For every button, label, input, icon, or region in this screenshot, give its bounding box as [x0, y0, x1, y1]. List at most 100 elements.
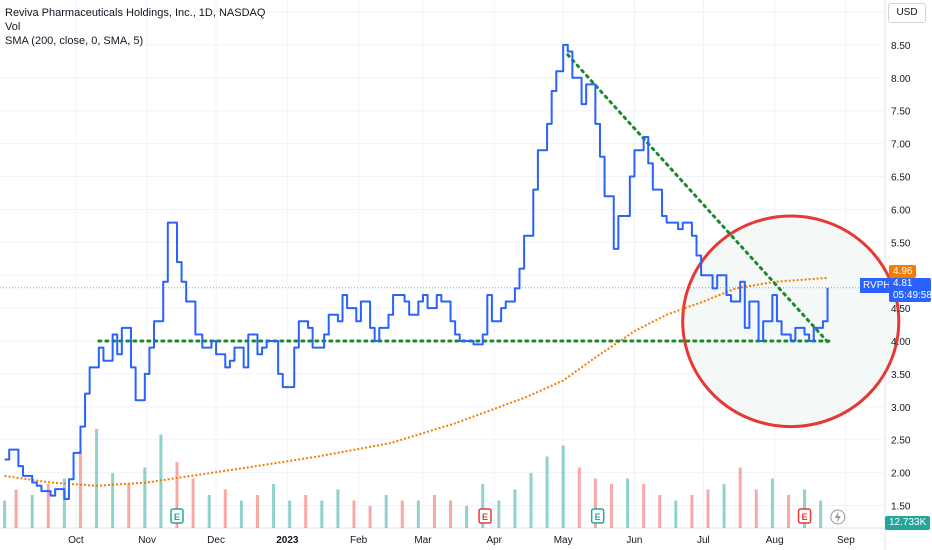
volume-bar — [368, 506, 372, 528]
earnings-marker-label: E — [482, 512, 488, 522]
y-tick-label: 3.50 — [891, 370, 911, 381]
price-axis: 9.008.508.007.507.006.506.005.505.004.50… — [891, 8, 911, 513]
volume-bar — [786, 495, 790, 528]
volume-bar — [62, 478, 66, 528]
volume-bar — [722, 484, 726, 528]
volume-tag: 12.733K — [885, 516, 931, 530]
annotation-circle — [681, 214, 901, 429]
volume-bar — [626, 478, 630, 528]
volume-bar — [658, 495, 662, 528]
volume-bar — [320, 500, 324, 528]
earnings-marker — [170, 508, 184, 524]
volume-bar — [642, 484, 646, 528]
time-axis: Oct Nov Dec 2023 Feb Mar Apr May Jun Jul Aug Sep — [68, 535, 855, 546]
volume-bar — [400, 500, 404, 528]
volume-bar — [336, 489, 340, 528]
y-tick-label: 8.00 — [891, 74, 911, 85]
last-price: 4.81 — [893, 278, 913, 289]
volume-bar — [561, 445, 565, 528]
price-path — [4, 43, 829, 500]
x-tick-label: Nov — [138, 535, 156, 546]
x-tick-label: Dec — [207, 535, 225, 546]
earnings-marker-label: E — [174, 512, 180, 522]
sma-polyline — [4, 276, 828, 487]
volume-bar — [593, 478, 597, 528]
y-tick-label: 1.50 — [891, 502, 911, 513]
x-tick-label: Jul — [697, 535, 710, 546]
volume-bar — [304, 495, 308, 528]
volume-bar — [30, 495, 34, 528]
volume-bar — [78, 451, 82, 528]
sma-label: SMA (200, close, 0, SMA, 5) — [5, 35, 144, 47]
volume-bar — [706, 489, 710, 528]
x-tick-label: Feb — [350, 535, 368, 546]
x-tick-label: May — [554, 535, 573, 546]
earnings-marker — [797, 508, 812, 524]
y-tick-label: 8.50 — [891, 41, 911, 52]
volume-bar — [738, 467, 742, 528]
sma-line — [4, 276, 828, 487]
annotation-circle-layer — [681, 214, 901, 429]
volume-bar — [127, 484, 131, 528]
volume-bar — [481, 484, 485, 528]
volume-bar — [239, 500, 243, 528]
symbol-title: Reviva Pharmaceuticals Holdings, Inc., 1… — [5, 7, 266, 19]
volume-bar — [770, 478, 774, 528]
volume-bar — [272, 484, 276, 528]
trendline — [566, 53, 832, 346]
volume-bar — [143, 467, 147, 528]
earnings-marker — [478, 508, 492, 524]
volume-bar — [577, 467, 581, 528]
x-tick-label: Mar — [414, 535, 432, 546]
volume-bar — [449, 500, 453, 528]
volume-bar — [545, 456, 549, 528]
volume-bar — [111, 473, 115, 528]
volume-bar — [95, 429, 99, 528]
volume-bar — [255, 495, 259, 528]
volume-bar — [674, 500, 678, 528]
earnings-marker — [590, 508, 605, 524]
volume-bar — [175, 462, 179, 528]
volume-bar — [207, 495, 211, 528]
volume-bar — [223, 489, 227, 528]
y-tick-label: 4.50 — [891, 304, 911, 315]
y-tick-label: 6.50 — [891, 173, 911, 184]
volume-bar — [529, 473, 533, 528]
x-tick-label: Aug — [766, 535, 784, 546]
x-tick-label: Sep — [837, 535, 855, 546]
y-tick-label: 2.50 — [891, 436, 911, 447]
volume-bar — [3, 500, 7, 528]
x-tick-label: Jun — [626, 535, 642, 546]
earnings-marker-label: E — [802, 512, 808, 522]
price-line — [0, 43, 885, 500]
y-tick-label: 2.00 — [891, 469, 911, 480]
volume-bar — [384, 495, 388, 528]
y-tick-label: 7.50 — [891, 107, 911, 118]
y-tick-label: 6.00 — [891, 205, 911, 216]
volume-bar — [14, 489, 18, 528]
volume-bar — [754, 489, 758, 528]
volume-bar — [416, 500, 420, 528]
symbol-tag: RVPH — [860, 278, 894, 293]
volume-bar — [819, 500, 823, 528]
last-price-tag: 4.81 05:49:58 — [889, 278, 932, 302]
y-tick-label: 7.00 — [891, 140, 911, 151]
volume-bar — [288, 500, 292, 528]
currency-button[interactable]: USD — [888, 3, 926, 23]
y-tick-label: 3.00 — [891, 403, 911, 414]
sma-price-tag: 4.96 — [889, 265, 917, 278]
volume-bar — [46, 484, 50, 528]
y-tick-label: 4.00 — [891, 337, 911, 348]
y-tick-label: 5.50 — [891, 238, 911, 249]
earnings-marker-label: E — [595, 512, 601, 522]
volume-bar — [690, 495, 694, 528]
x-tick-label: Oct — [68, 535, 84, 546]
x-tick-label: Apr — [486, 535, 502, 546]
volume-label: Vol — [5, 21, 21, 33]
volume-bar — [465, 506, 469, 528]
volume-bar — [191, 478, 195, 528]
volume-bar — [432, 495, 436, 528]
chart-legend: Reviva Pharmaceuticals Holdings, Inc., 1… — [5, 6, 265, 48]
